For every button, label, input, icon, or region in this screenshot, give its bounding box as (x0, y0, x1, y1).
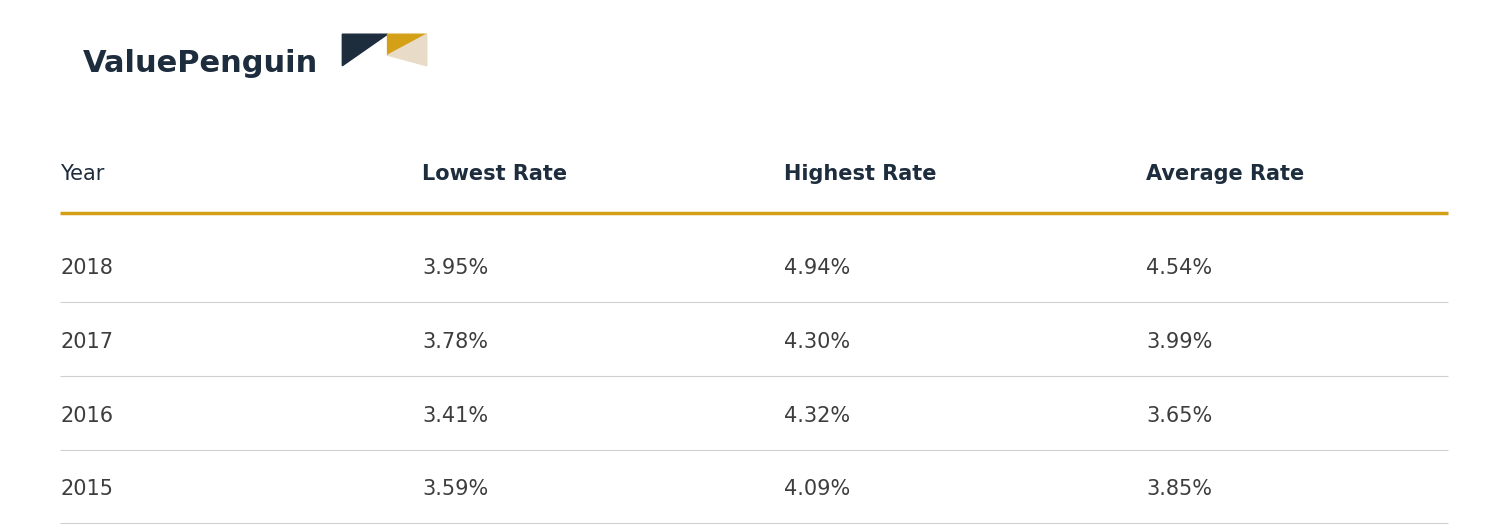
Text: 4.94%: 4.94% (784, 258, 851, 278)
Text: 2015: 2015 (60, 479, 113, 499)
Text: 4.09%: 4.09% (784, 479, 851, 499)
Polygon shape (342, 34, 388, 66)
Text: 4.30%: 4.30% (784, 332, 851, 352)
Text: ValuePenguin: ValuePenguin (83, 48, 318, 78)
Text: 2018: 2018 (60, 258, 113, 278)
Text: 3.78%: 3.78% (422, 332, 489, 352)
Text: 4.32%: 4.32% (784, 406, 851, 426)
Text: 2016: 2016 (60, 406, 113, 426)
Text: 3.65%: 3.65% (1146, 406, 1212, 426)
Text: 4.54%: 4.54% (1146, 258, 1212, 278)
Text: 3.95%: 3.95% (422, 258, 489, 278)
Text: 3.59%: 3.59% (422, 479, 489, 499)
Text: 3.85%: 3.85% (1146, 479, 1212, 499)
Text: Average Rate: Average Rate (1146, 164, 1304, 184)
Text: Year: Year (60, 164, 104, 184)
Text: 3.41%: 3.41% (422, 406, 489, 426)
Polygon shape (388, 34, 427, 66)
Text: Highest Rate: Highest Rate (784, 164, 936, 184)
Polygon shape (388, 34, 427, 55)
Text: 3.99%: 3.99% (1146, 332, 1212, 352)
Text: 2017: 2017 (60, 332, 113, 352)
Text: Lowest Rate: Lowest Rate (422, 164, 567, 184)
